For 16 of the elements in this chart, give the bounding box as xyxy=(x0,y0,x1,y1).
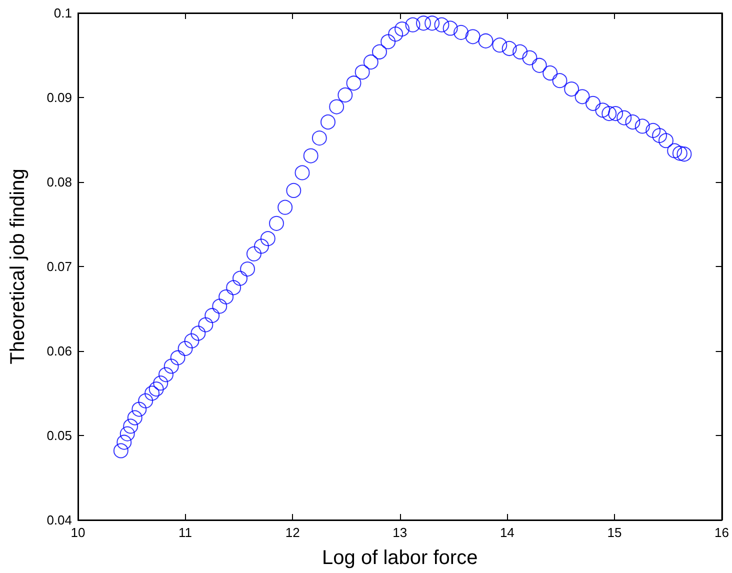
y-tick-label: 0.09 xyxy=(46,90,72,105)
y-tick-label: 0.05 xyxy=(46,428,72,443)
y-tick-label: 0.08 xyxy=(46,174,72,190)
x-tick-label: 15 xyxy=(607,525,622,540)
x-tick-label: 10 xyxy=(70,525,86,540)
y-tick-label: 0.06 xyxy=(46,344,72,358)
x-axis-title: Log of labor force xyxy=(322,547,478,569)
y-tick-label: 0.07 xyxy=(46,259,72,274)
x-tick-label: 16 xyxy=(714,525,730,540)
y-tick-label: 0.04 xyxy=(46,512,72,528)
y-tick-label: 0.1 xyxy=(54,6,72,20)
y-axis-title: Theoretical job finding xyxy=(7,168,29,364)
x-tick-label: 13 xyxy=(392,525,408,540)
x-tick-label: 12 xyxy=(285,525,300,540)
x-tick-label: 11 xyxy=(178,525,192,540)
x-tick-label: 14 xyxy=(500,525,514,540)
